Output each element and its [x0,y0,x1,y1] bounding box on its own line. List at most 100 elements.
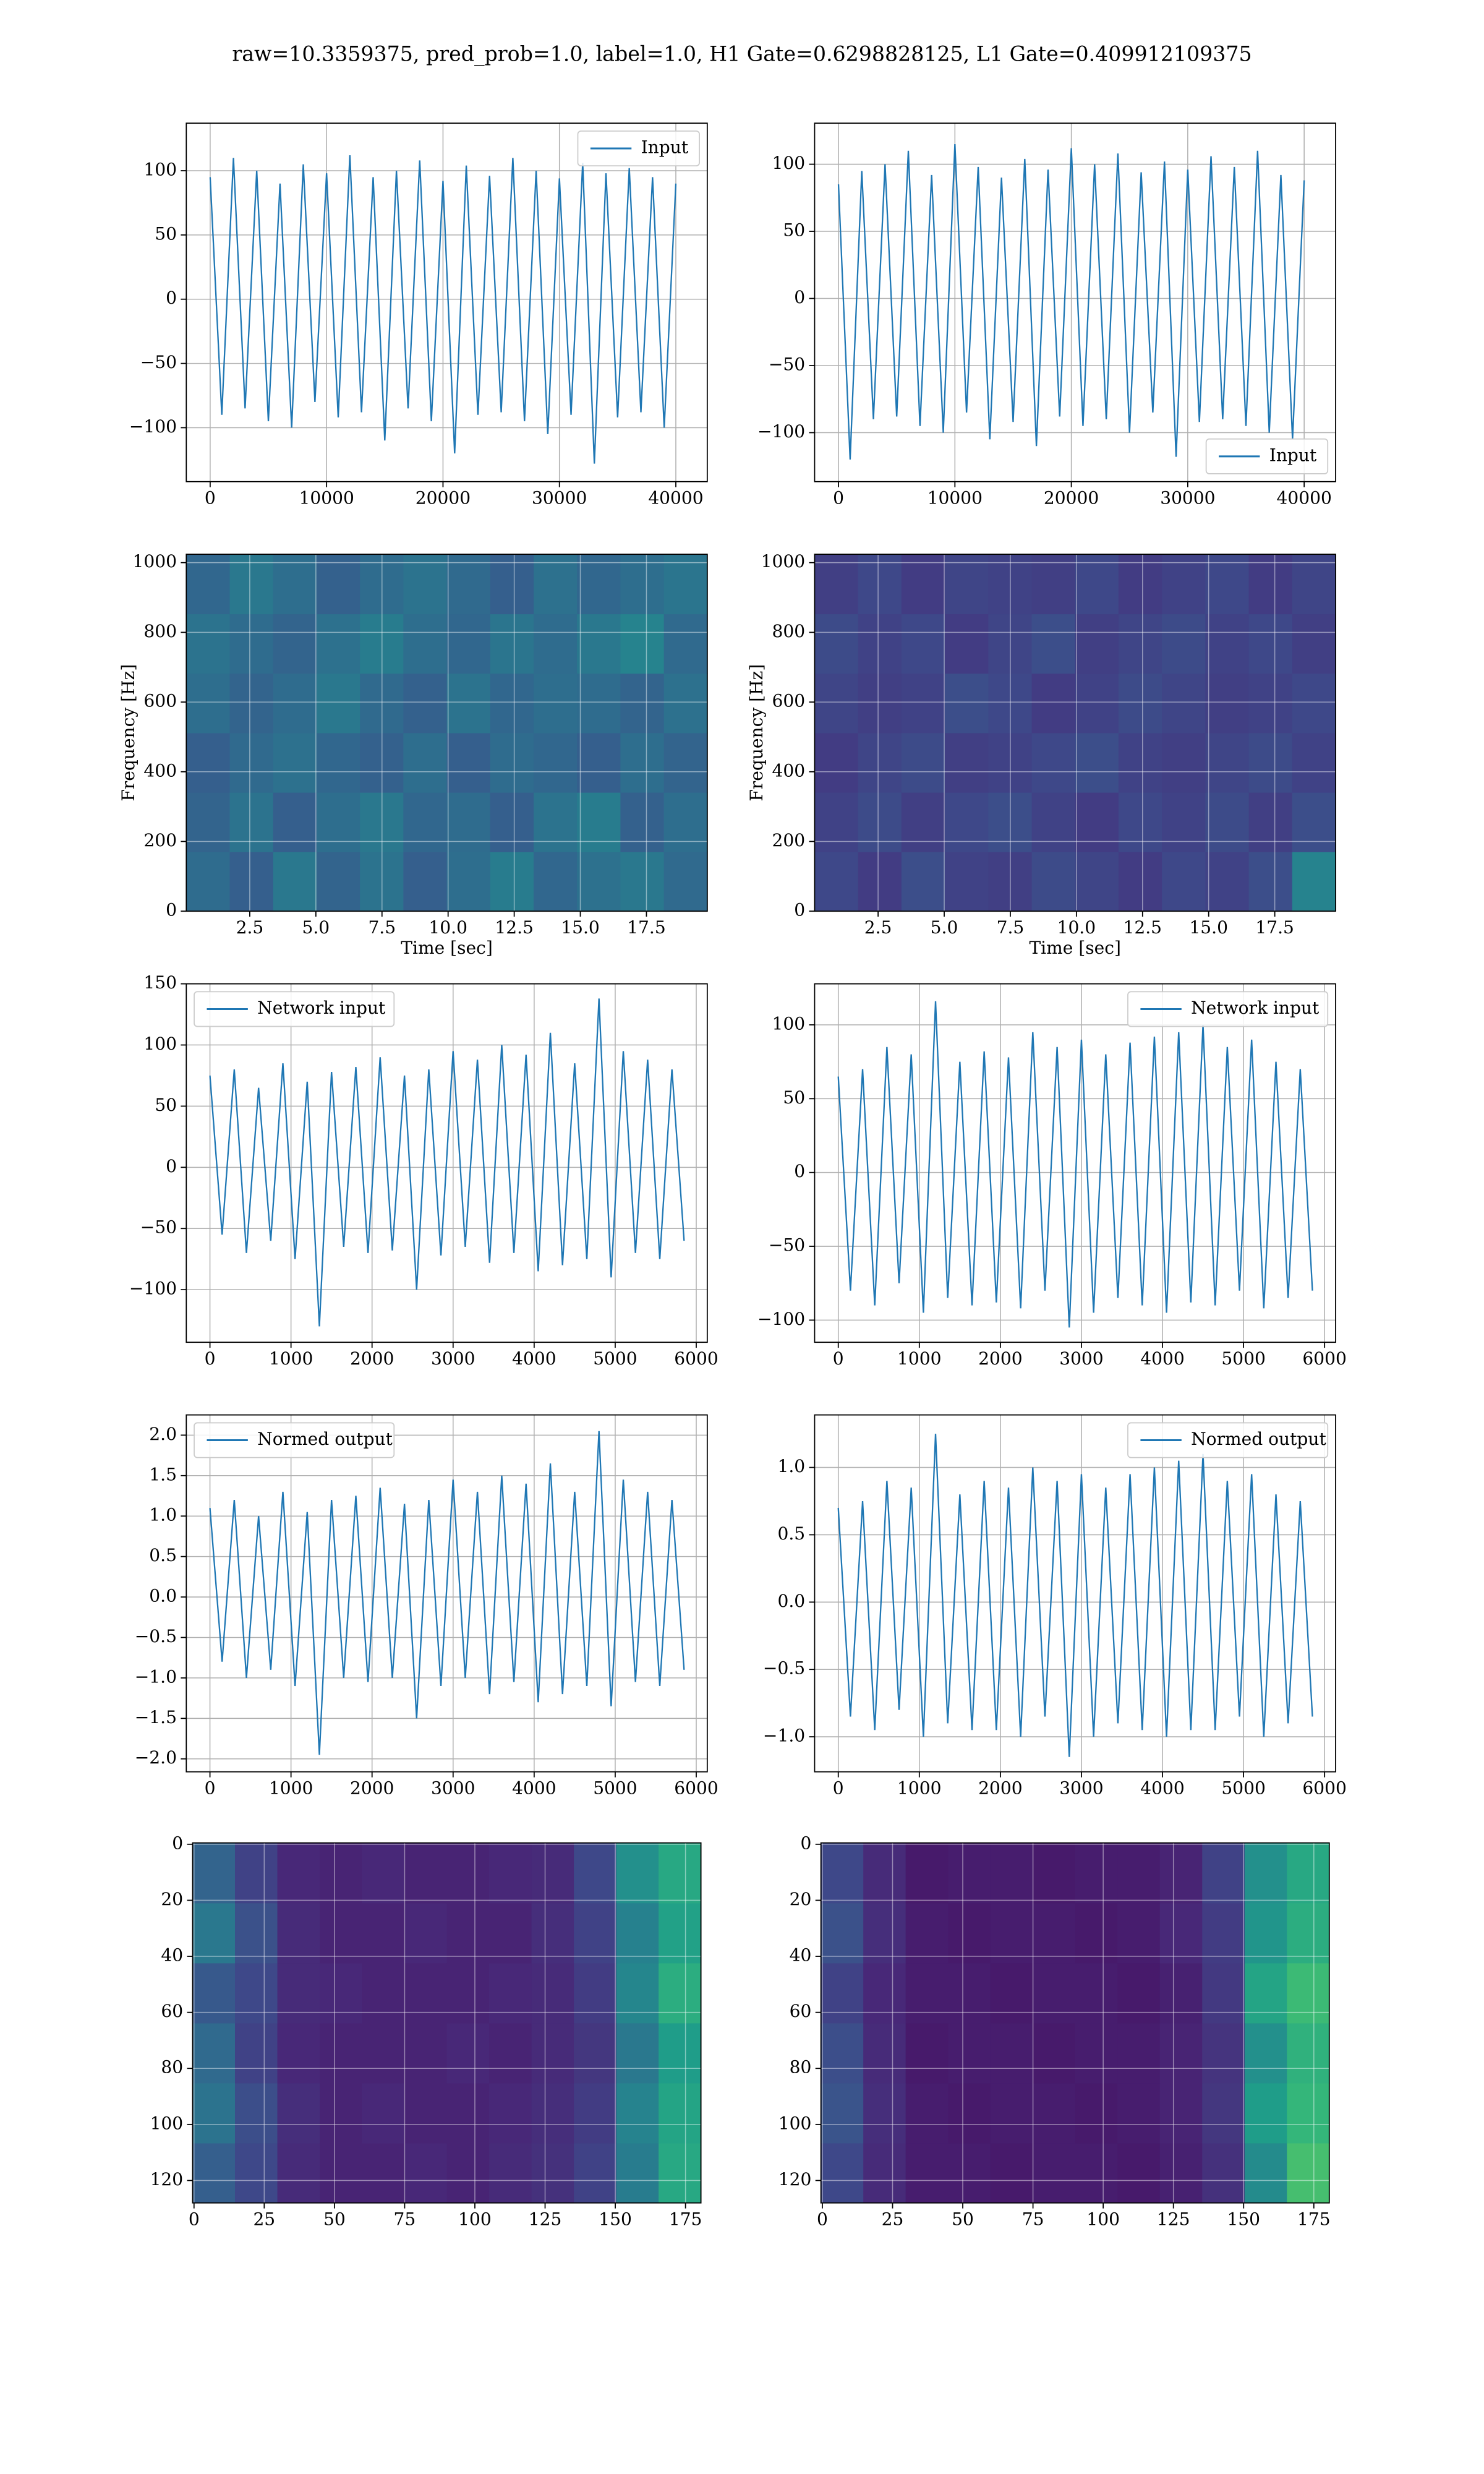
heatmap-cell [663,852,708,912]
y-tick-label: 0.0 [149,1586,177,1606]
heatmap-cell [531,2082,574,2144]
heatmap-cell [1248,554,1293,615]
x-tick-label: 100 [1086,2209,1120,2229]
heatmap-cell [404,1903,448,1964]
heatmap-cell [192,2082,236,2144]
heatmap-cell [360,673,404,734]
heatmap-cell [1117,2142,1161,2204]
heatmap-cell [320,1963,363,2024]
y-axis-label: Frequency [Hz] [746,664,767,802]
y-tick-label: 1.0 [777,1456,805,1476]
heatmap-cell [948,2142,991,2204]
y-tick-label: −100 [757,421,805,442]
heatmap-cell [360,614,404,674]
heatmap-cell [1031,732,1076,793]
heatmap-cell [574,1903,617,1964]
legend-label: Network input [1191,998,1320,1018]
y-tick-label: 0 [166,1156,177,1176]
x-tick-label: 6000 [674,1348,718,1369]
heatmap-cell [489,2022,532,2084]
heatmap-cell [905,1843,949,1904]
y-tick-label: −0.5 [763,1658,805,1679]
x-tick-label: 5.0 [931,917,958,938]
heatmap-cell [316,673,360,734]
heatmap-cell [404,2142,448,2204]
heatmap-cell [1287,2022,1330,2084]
heatmap-cell [235,1903,278,1964]
x-tick-label: 7.5 [368,917,396,938]
heatmap-cell [616,1963,659,2024]
x-tick-label: 125 [529,2209,562,2229]
heatmap-cell [990,2082,1033,2144]
heatmap-cell [574,2142,617,2204]
heatmap-cell [229,673,274,734]
heatmap-cell [948,2082,991,2144]
heatmap-cell [905,2022,949,2084]
y-tick-label: 1000 [761,551,805,571]
heatmap-cell [403,732,448,793]
heatmap-cell [1244,2142,1288,2204]
heatmap-cell [360,792,404,852]
heatmap-cell [1033,1903,1076,1964]
heatmap-cell [1205,792,1250,852]
subplot: 0 25 50 75 100 125 150 175 0 20 40 60 80 100 120 [778,1833,1331,2229]
heatmap-cell [620,554,665,615]
legend-label: Normed output [1191,1429,1326,1449]
heatmap-cell [490,852,534,912]
y-tick-label: 100 [772,1013,806,1034]
heatmap-cell [362,1903,405,1964]
heatmap-cell [1033,2022,1076,2084]
heatmap-cell [446,852,491,912]
heatmap-cell [577,554,621,615]
heatmap-cell [863,2022,906,2084]
heatmap-cell [574,2022,617,2084]
heatmap-cell [446,554,491,615]
heatmap-cell [362,2082,405,2144]
heatmap-cell [574,1843,617,1904]
y-tick-label: −50 [769,354,805,375]
heatmap-cell [1117,1963,1161,2024]
heatmap-cell [403,554,448,615]
y-tick-label: 100 [150,2113,184,2133]
heatmap-cell [1162,852,1206,912]
subplot: 0 25 50 75 100 125 150 175 0 20 40 60 80 100 120 [150,1833,702,2229]
heatmap-cell [659,1903,702,1964]
heatmap-cell [901,852,945,912]
heatmap-cell [446,732,491,793]
y-tick-label: −100 [129,1278,177,1299]
heatmap-cell [362,1843,405,1904]
x-tick-label: 175 [669,2209,702,2229]
y-tick-label: −0.5 [135,1626,177,1646]
heatmap-cell [1205,673,1250,734]
heatmap-cell [988,554,1033,615]
heatmap-cell [404,2082,448,2144]
y-tick-label: 1.5 [149,1464,177,1484]
heatmap-cell [362,2142,405,2204]
heatmap-cell [489,1963,532,2024]
x-tick-label: 2000 [978,1348,1022,1369]
x-tick-label: 3000 [431,1348,475,1369]
y-tick-label: 100 [143,1034,177,1054]
x-tick-label: 0 [833,487,844,508]
heatmap-cell [1075,1963,1118,2024]
x-tick-label: 2000 [978,1778,1022,1798]
heatmap-cell [446,614,491,674]
heatmap-cell [1162,673,1206,734]
heatmap-cell [235,2082,278,2144]
heatmap-cell [616,2142,659,2204]
heatmap-cell [1287,1963,1330,2024]
axes-frame [186,122,708,482]
heatmap-cell [620,852,665,912]
heatmap-cell [659,2022,702,2084]
heatmap-cell [362,2022,405,2084]
heatmap-cell [362,1963,405,2024]
x-tick-label: 1000 [897,1778,941,1798]
y-tick-label: 0 [166,288,177,308]
heatmap-cell [1075,1843,1118,1904]
x-tick-label: 6000 [674,1778,718,1798]
axes-frame [814,983,1336,1343]
heatmap-cell [490,554,534,615]
y-tick-label: 200 [772,830,806,850]
heatmap-cell [273,792,317,852]
